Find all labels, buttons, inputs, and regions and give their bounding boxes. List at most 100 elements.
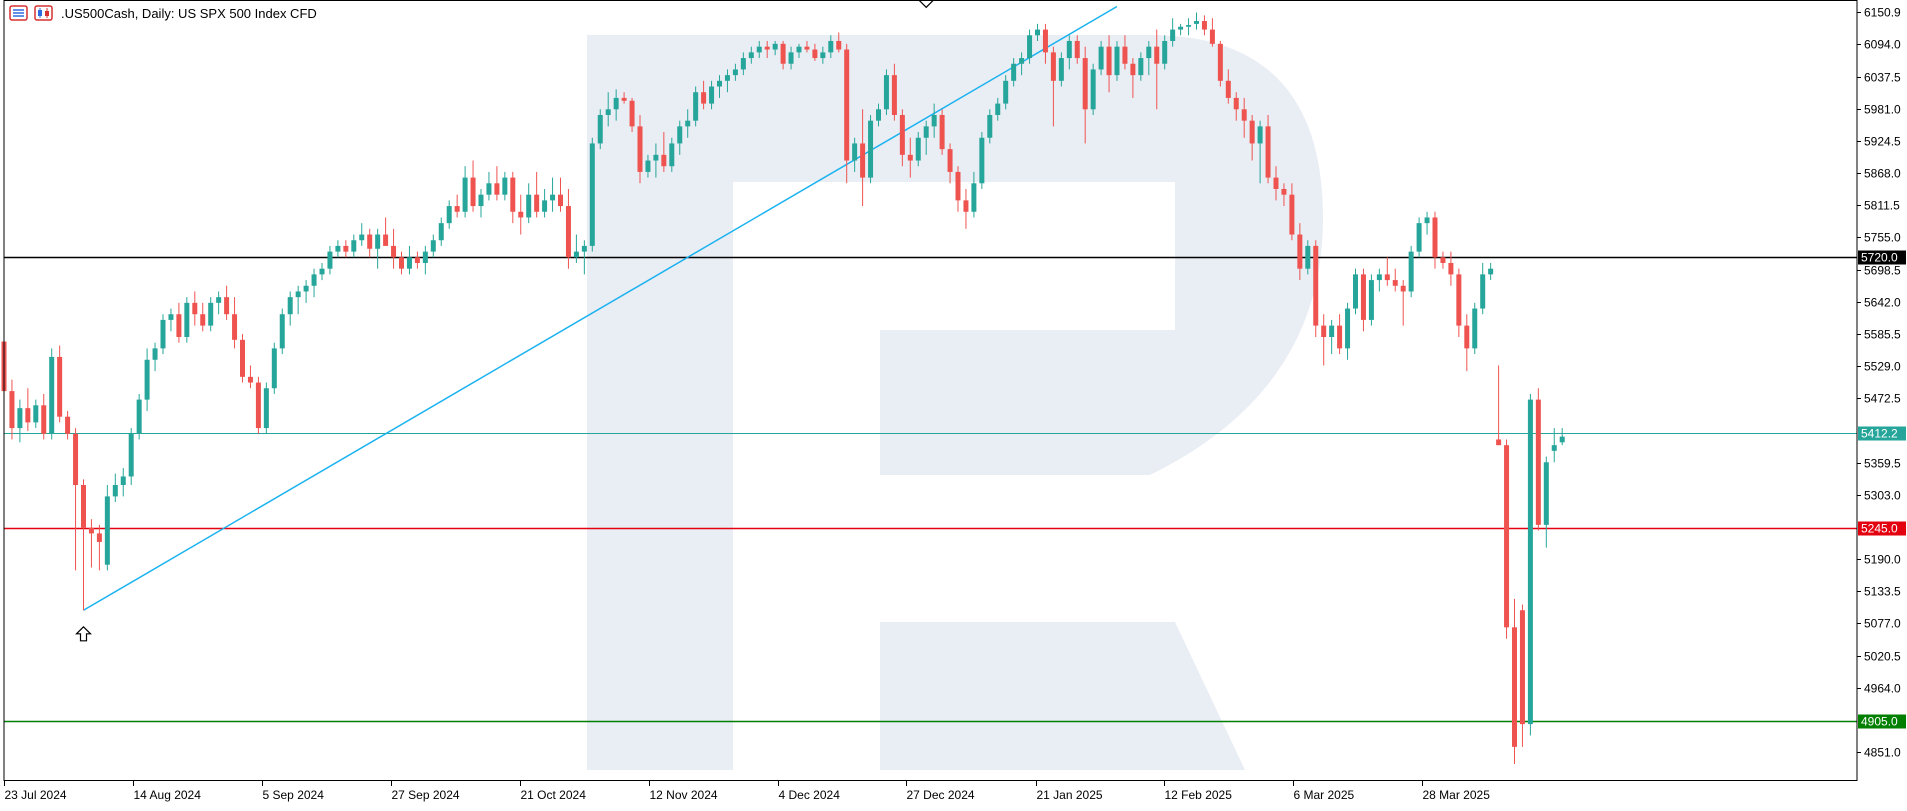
x-tick-label-11: 28 Mar 2025 bbox=[1423, 788, 1491, 802]
candle-body-81 bbox=[645, 160, 651, 172]
candle-body-103 bbox=[820, 52, 826, 59]
candle-body-75 bbox=[597, 114, 603, 144]
candle-body-190 bbox=[1512, 627, 1517, 747]
x-tick-label-3: 27 Sep 2024 bbox=[392, 788, 460, 802]
trendline-layer bbox=[83, 5, 1118, 611]
candle-body-63 bbox=[502, 177, 508, 195]
candle-body-131 bbox=[1042, 29, 1048, 53]
candle-body-61 bbox=[486, 183, 492, 195]
candle-body-80 bbox=[637, 126, 643, 172]
candle-body-153 bbox=[1217, 43, 1223, 81]
candle-body-192 bbox=[1527, 399, 1533, 725]
candle-body-196 bbox=[1559, 436, 1565, 443]
candle-body-3 bbox=[25, 408, 31, 423]
candle-body-120 bbox=[955, 171, 961, 201]
candle-body-17 bbox=[136, 399, 142, 434]
candle-body-24 bbox=[192, 302, 198, 315]
candle-body-55 bbox=[438, 223, 444, 241]
candle-body-43 bbox=[343, 245, 349, 252]
candle-body-89 bbox=[709, 86, 715, 104]
candle-body-157 bbox=[1249, 120, 1255, 144]
candle-body-90 bbox=[717, 80, 722, 87]
candle-body-56 bbox=[446, 206, 452, 224]
candle-body-136 bbox=[1082, 58, 1088, 110]
candle-body-62 bbox=[494, 183, 500, 195]
candle-body-21 bbox=[168, 314, 174, 320]
candle-body-174 bbox=[1384, 274, 1390, 281]
candle-body-83 bbox=[661, 154, 667, 167]
y-tick-label-20: 4851.0 bbox=[1864, 746, 1901, 760]
candle-body-78 bbox=[621, 97, 627, 101]
header-icons bbox=[9, 5, 53, 21]
candle-body-137 bbox=[1090, 69, 1096, 110]
candle-body-173 bbox=[1376, 274, 1382, 281]
candle-body-106 bbox=[844, 49, 850, 161]
x-tick-label-10: 6 Mar 2025 bbox=[1294, 788, 1355, 802]
candle-body-159 bbox=[1265, 126, 1271, 178]
candle-body-147 bbox=[1170, 29, 1176, 41]
candle-body-82 bbox=[653, 154, 659, 161]
y-tick-label-8: 5698.5 bbox=[1864, 264, 1901, 278]
candle-body-47 bbox=[375, 234, 381, 249]
price-tag-label-3: 4905.0 bbox=[1861, 715, 1898, 729]
candle-body-71 bbox=[565, 206, 571, 258]
watermark-logo bbox=[587, 35, 1323, 770]
candle-body-51 bbox=[406, 257, 412, 269]
y-tick-label-5: 5868.0 bbox=[1864, 167, 1901, 181]
price-tag-label-2: 5245.0 bbox=[1861, 522, 1898, 536]
trendline bbox=[83, 5, 1118, 611]
candle-body-149 bbox=[1186, 25, 1192, 27]
candle-body-141 bbox=[1122, 46, 1128, 64]
y-tick-label-14: 5303.0 bbox=[1864, 489, 1901, 503]
candle-body-33 bbox=[263, 388, 269, 429]
candle-body-181 bbox=[1440, 257, 1446, 263]
candle-body-19 bbox=[152, 348, 158, 360]
candle-body-186 bbox=[1480, 274, 1486, 309]
candle-body-163 bbox=[1297, 234, 1303, 269]
candle-body-119 bbox=[947, 149, 953, 172]
candle-body-169 bbox=[1345, 308, 1351, 349]
candle-body-22 bbox=[176, 314, 182, 337]
candle-body-111 bbox=[883, 75, 889, 110]
candle-body-104 bbox=[828, 40, 834, 53]
candle-body-48 bbox=[383, 234, 389, 246]
candle-body-146 bbox=[1162, 40, 1168, 64]
candle-body-176 bbox=[1400, 285, 1406, 292]
candle-body-126 bbox=[1003, 80, 1009, 104]
candle-body-38 bbox=[303, 285, 309, 292]
candle-body-35 bbox=[279, 314, 285, 349]
y-tick-label-16: 5133.5 bbox=[1864, 585, 1901, 599]
candle-body-172 bbox=[1368, 280, 1374, 320]
price-tag-bg-2 bbox=[1858, 521, 1906, 536]
candle-body-189 bbox=[1504, 445, 1510, 628]
arrow-down-icon-1 bbox=[917, 0, 935, 9]
candle-body-69 bbox=[550, 194, 556, 201]
candle-body-46 bbox=[367, 234, 373, 249]
x-axis[interactable]: 23 Jul 2024 14 Aug 2024 5 Sep 2024 27 Sep 2… bbox=[4, 781, 1491, 802]
y-tick-label-4: 5924.5 bbox=[1864, 135, 1901, 149]
candle-body-76 bbox=[605, 109, 611, 115]
candle-body-109 bbox=[868, 120, 874, 178]
price-tag-label-1: 5412.2 bbox=[1861, 427, 1898, 441]
candle-body-70 bbox=[558, 194, 563, 207]
list-icon[interactable] bbox=[9, 5, 28, 21]
y-tick-label-10: 5585.5 bbox=[1864, 328, 1901, 342]
price-tags-layer: 5720.0 5412.2 5245.0 4905.0 bbox=[1858, 250, 1906, 729]
candle-body-114 bbox=[907, 154, 913, 161]
candle-body-185 bbox=[1472, 308, 1478, 349]
candle-body-133 bbox=[1058, 58, 1064, 81]
candle-body-112 bbox=[891, 75, 897, 115]
candle-body-180 bbox=[1432, 217, 1438, 258]
candle-body-54 bbox=[430, 240, 436, 252]
candles-icon[interactable] bbox=[34, 5, 53, 21]
candle-body-57 bbox=[454, 206, 460, 212]
candle-body-128 bbox=[1019, 58, 1025, 64]
price-tag-label-0: 5720.0 bbox=[1861, 251, 1898, 265]
candle-body-74 bbox=[589, 143, 595, 246]
candle-body-20 bbox=[160, 319, 166, 349]
y-tick-label-0: 6150.9 bbox=[1864, 6, 1901, 20]
y-axis[interactable]: 6150.9 6094.0 6037.5 5981.0 5924.5 5868.0 5811… bbox=[1857, 6, 1901, 760]
candle-body-107 bbox=[852, 143, 858, 161]
candle-body-73 bbox=[581, 245, 587, 252]
